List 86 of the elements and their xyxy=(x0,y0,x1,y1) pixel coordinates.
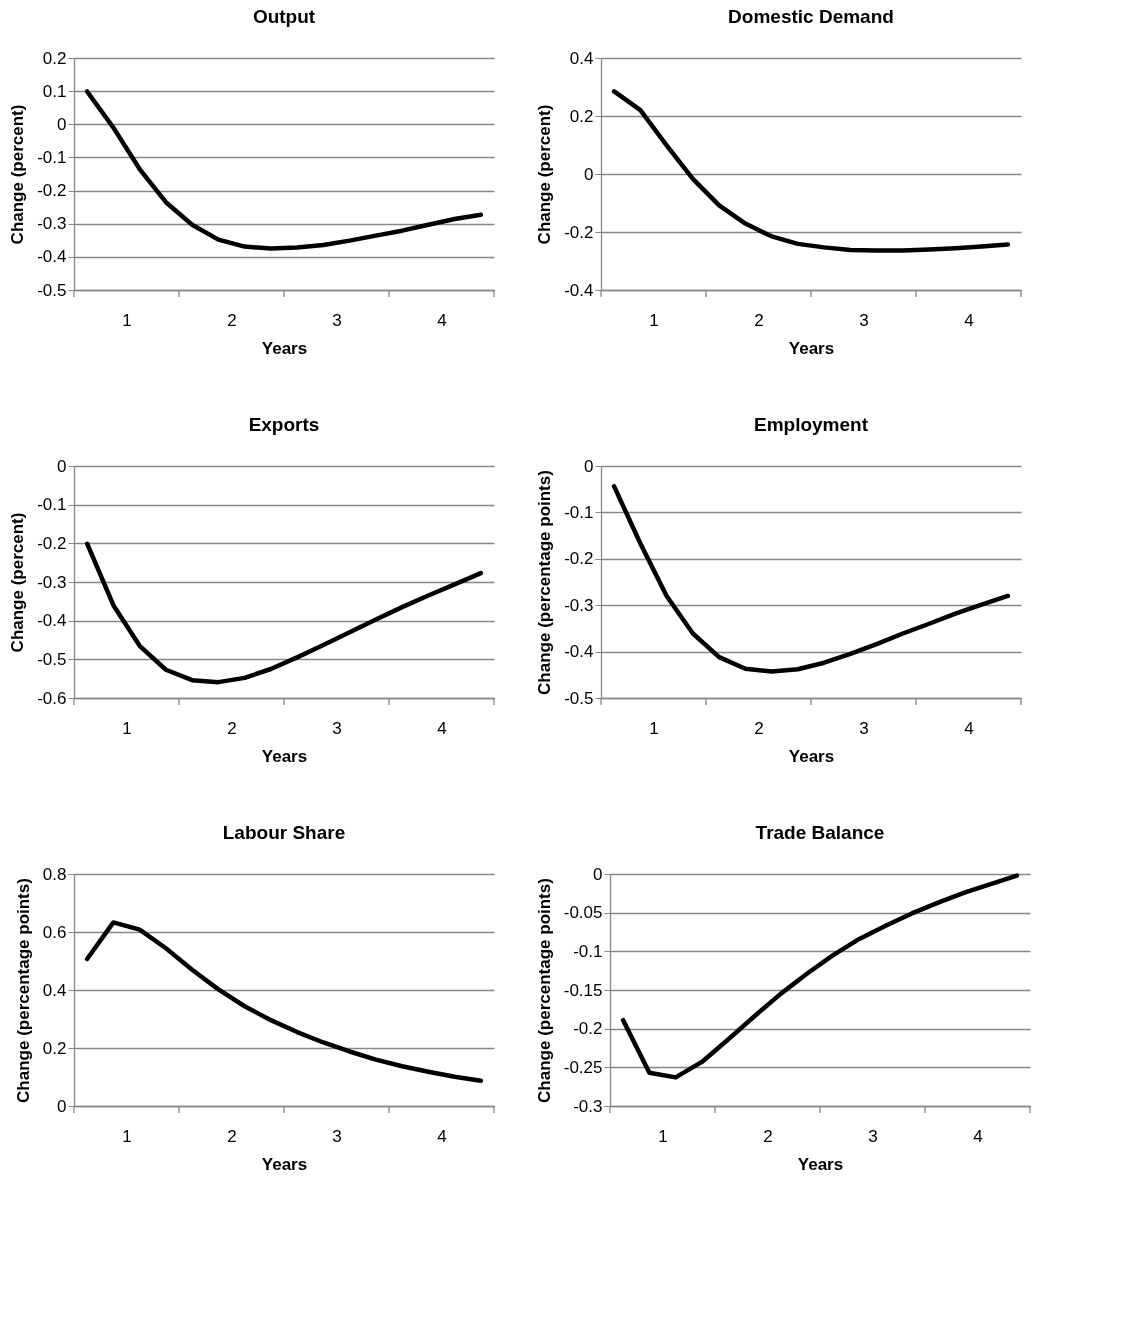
y-tick-label: 0.1 xyxy=(42,81,67,101)
x-axis-title: Years xyxy=(797,1154,844,1174)
x-tick-label: 4 xyxy=(437,718,447,738)
x-axis-title: Years xyxy=(788,338,835,358)
y-tick-label: -0.2 xyxy=(564,549,594,569)
line-series xyxy=(84,541,484,685)
x-tick-label: 4 xyxy=(964,310,974,330)
y-tick-label: 0 xyxy=(584,456,594,476)
y-tick-label: 0 xyxy=(593,864,603,884)
y-tick-label: -0.25 xyxy=(563,1057,603,1077)
y-tick-label: -0.3 xyxy=(564,595,594,615)
x-tick-label: 2 xyxy=(227,310,237,330)
y-axis-title: Change (percent) xyxy=(8,512,28,653)
y-tick-label: 0 xyxy=(584,164,594,184)
x-axis-title: Years xyxy=(261,1154,308,1174)
y-tick-label: -0.05 xyxy=(563,903,603,923)
x-tick-label: 1 xyxy=(122,310,132,330)
line-series xyxy=(611,89,1011,253)
y-tick-label: 0 xyxy=(57,114,67,134)
x-tick-label: 2 xyxy=(227,718,237,738)
x-tick-label: 3 xyxy=(332,310,342,330)
line-series xyxy=(611,484,1011,674)
chart-title: Output xyxy=(252,6,316,27)
y-tick-label: -0.1 xyxy=(37,495,67,515)
chart-title: Exports xyxy=(248,414,320,435)
y-tick-label: -0.6 xyxy=(37,688,67,708)
y-tick-label: 0.6 xyxy=(42,922,67,942)
y-tick-label: -0.1 xyxy=(573,941,603,961)
y-tick-label: -0.2 xyxy=(564,222,594,242)
y-tick-label: 0.4 xyxy=(42,980,67,1000)
y-tick-label: -0.3 xyxy=(573,1096,603,1116)
x-tick-label: 1 xyxy=(658,1126,668,1146)
x-axis-title: Years xyxy=(261,746,308,766)
y-tick-label: -0.4 xyxy=(37,247,67,267)
y-tick-label: -0.15 xyxy=(563,980,603,1000)
x-tick-label: 3 xyxy=(868,1126,878,1146)
y-tick-label: 0 xyxy=(57,456,67,476)
x-tick-label: 4 xyxy=(973,1126,983,1146)
x-tick-label: 2 xyxy=(227,1126,237,1146)
x-tick-label: 1 xyxy=(649,310,659,330)
x-tick-label: 4 xyxy=(437,1126,447,1146)
x-tick-label: 3 xyxy=(859,718,869,738)
y-tick-label: -0.2 xyxy=(573,1019,603,1039)
x-tick-label: 3 xyxy=(332,718,342,738)
x-tick-label: 4 xyxy=(964,718,974,738)
x-tick-label: 1 xyxy=(122,718,132,738)
y-tick-label: -0.4 xyxy=(564,280,594,300)
line-series xyxy=(620,873,1020,1080)
x-tick-label: 4 xyxy=(437,310,447,330)
y-tick-label: 0 xyxy=(57,1096,67,1116)
y-tick-label: -0.5 xyxy=(37,280,67,300)
chart-title: Trade Balance xyxy=(755,822,885,843)
chart-title: Domestic Demand xyxy=(728,6,894,27)
y-axis-title: Change (percentage points) xyxy=(13,878,33,1103)
y-tick-label: -0.4 xyxy=(37,611,67,631)
y-axis-title: Change (percentage points) xyxy=(534,878,554,1103)
y-tick-label: -0.3 xyxy=(37,214,67,234)
x-tick-label: 2 xyxy=(754,310,764,330)
y-tick-label: 0.8 xyxy=(42,864,67,884)
y-tick-label: -0.4 xyxy=(564,642,594,662)
line-series xyxy=(84,920,484,1084)
x-tick-label: 1 xyxy=(649,718,659,738)
y-tick-label: -0.3 xyxy=(37,572,67,592)
y-tick-label: -0.2 xyxy=(37,181,67,201)
y-axis-title: Change (percent) xyxy=(8,104,28,245)
chart-title: Employment xyxy=(753,414,869,435)
line-series xyxy=(84,89,484,251)
x-tick-label: 2 xyxy=(763,1126,773,1146)
y-tick-label: -0.1 xyxy=(37,147,67,167)
y-tick-label: 0.4 xyxy=(569,48,594,68)
y-tick-label: 0.2 xyxy=(42,1038,67,1058)
y-tick-label: -0.1 xyxy=(564,502,594,522)
x-tick-label: 1 xyxy=(122,1126,132,1146)
chart-title: Labour Share xyxy=(222,822,346,843)
y-tick-label: -0.5 xyxy=(564,688,594,708)
x-axis-title: Years xyxy=(788,746,835,766)
x-tick-label: 3 xyxy=(859,310,869,330)
y-axis-title: Change (percentage points) xyxy=(535,470,555,695)
x-tick-label: 2 xyxy=(754,718,764,738)
y-tick-label: -0.5 xyxy=(37,649,67,669)
x-tick-label: 3 xyxy=(332,1126,342,1146)
y-tick-label: 0.2 xyxy=(569,106,594,126)
y-tick-label: -0.2 xyxy=(37,533,67,553)
y-tick-label: 0.2 xyxy=(42,48,67,68)
y-axis-title: Change (percent) xyxy=(535,104,555,245)
x-axis-title: Years xyxy=(261,338,308,358)
